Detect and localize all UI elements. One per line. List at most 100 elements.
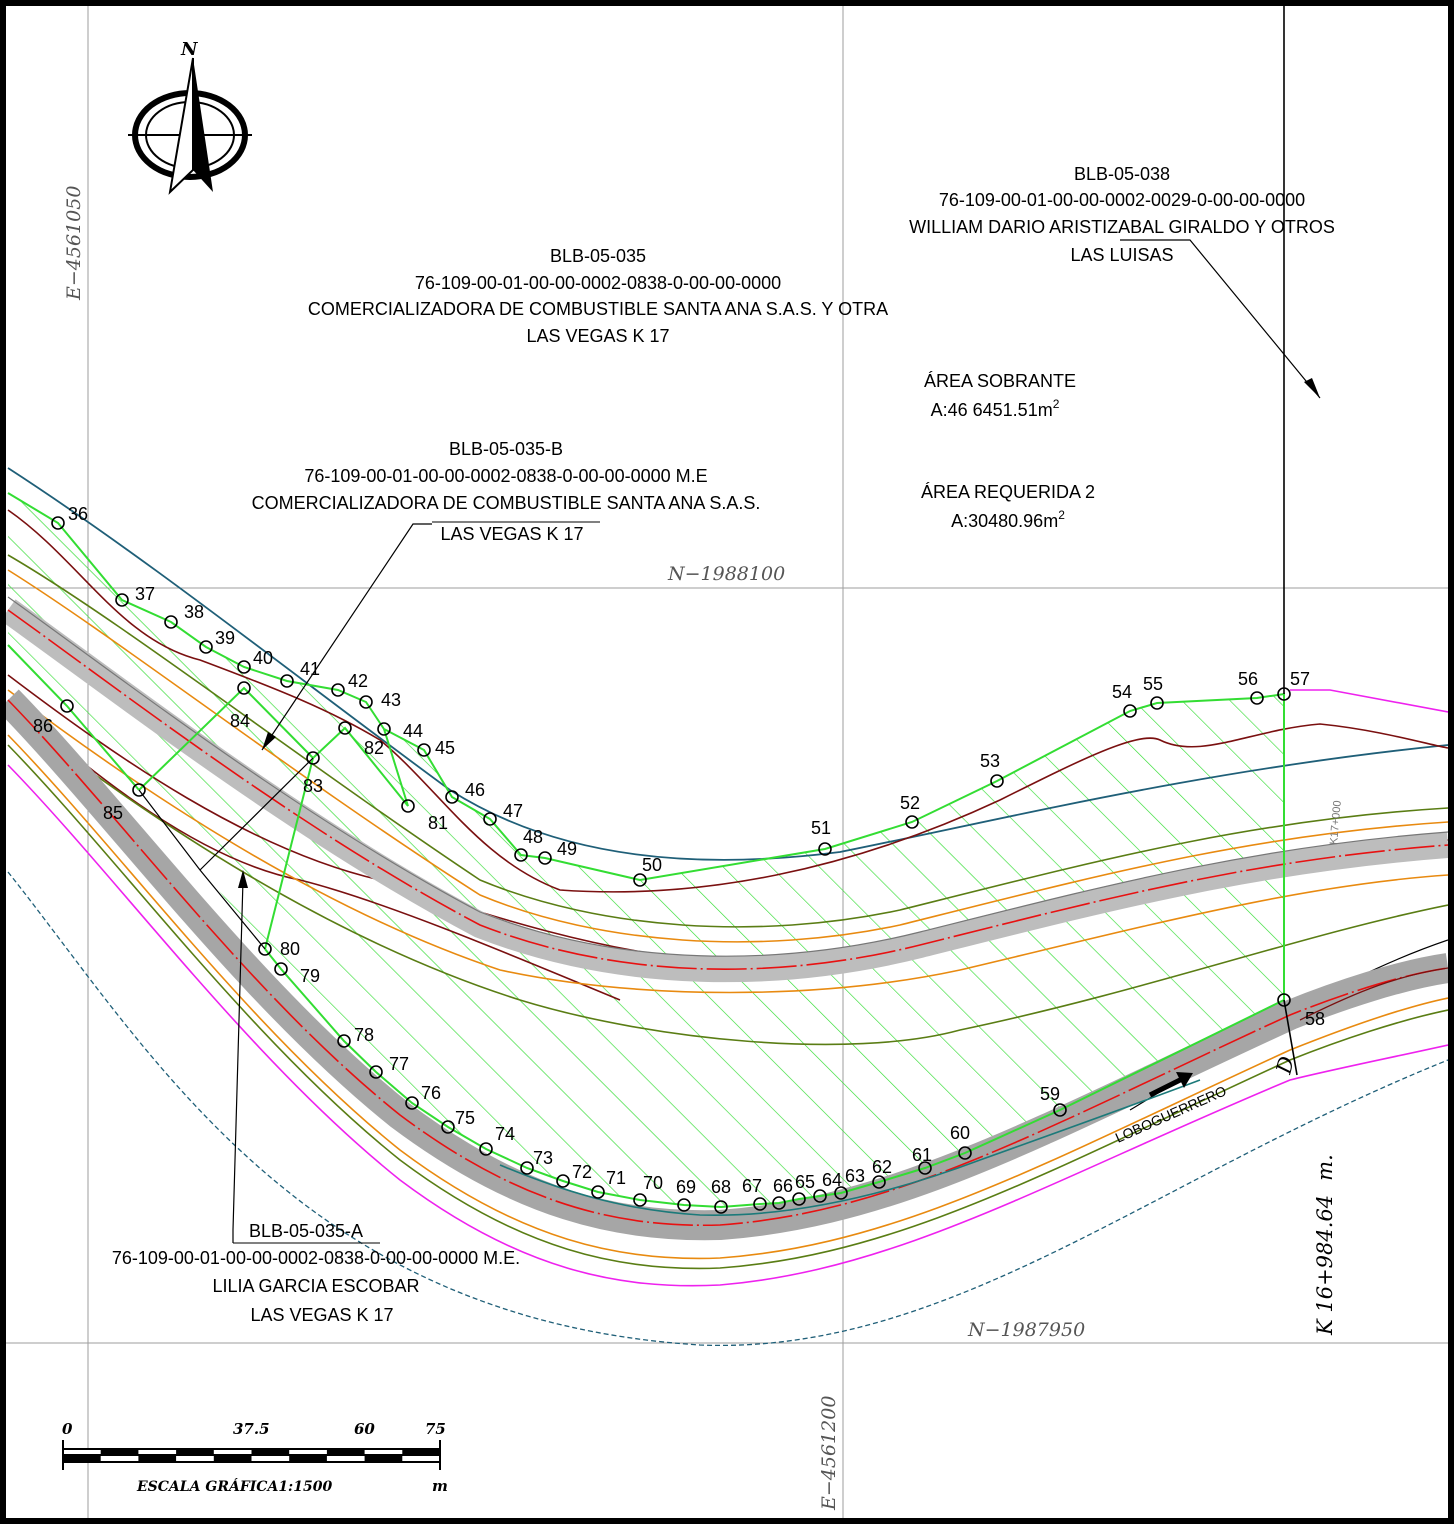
svg-text:75: 75 bbox=[425, 1420, 446, 1438]
vertex-label: 55 bbox=[1143, 674, 1163, 694]
vertex-label: 38 bbox=[184, 602, 204, 622]
vertex-label: 65 bbox=[795, 1172, 815, 1192]
vertex-circle bbox=[258, 942, 272, 956]
svg-text:BLB-05-035-A: BLB-05-035-A bbox=[249, 1221, 363, 1241]
vertex-label: 82 bbox=[364, 738, 384, 758]
vertex-label: 56 bbox=[1238, 669, 1258, 689]
vertex-label: 64 bbox=[822, 1170, 842, 1190]
vertex-circle bbox=[834, 1186, 848, 1200]
river-line bbox=[7, 467, 1448, 861]
vertex-circle bbox=[538, 851, 552, 865]
svg-text:COMERCIALIZADORA DE COMBUSTIBL: COMERCIALIZADORA DE COMBUSTIBLE SANTA AN… bbox=[252, 493, 761, 513]
grid-label-e-mid: E−4561200 bbox=[818, 1396, 840, 1511]
vertex-label: 59 bbox=[1040, 1084, 1060, 1104]
vertex-circle bbox=[331, 683, 345, 697]
vertex-circle bbox=[164, 615, 178, 629]
vertex-circle bbox=[958, 1146, 972, 1160]
vertex-circle bbox=[1250, 691, 1264, 705]
svg-text:COMERCIALIZADORA DE COMBUSTIBL: COMERCIALIZADORA DE COMBUSTIBLE SANTA AN… bbox=[308, 299, 888, 319]
vertex-label: 60 bbox=[950, 1123, 970, 1143]
vertex-circle bbox=[1053, 1103, 1067, 1117]
svg-text:BLB-05-035-B: BLB-05-035-B bbox=[449, 439, 563, 459]
svg-text:LAS VEGAS K 17: LAS VEGAS K 17 bbox=[526, 326, 669, 346]
property-boundary bbox=[7, 492, 1285, 1209]
vertex-label: 45 bbox=[435, 738, 455, 758]
vertex-circle bbox=[132, 783, 146, 797]
vertex-circle bbox=[792, 1192, 806, 1206]
svg-text:0: 0 bbox=[62, 1420, 73, 1438]
vertex-label: 53 bbox=[980, 751, 1000, 771]
contour-lower bbox=[1299, 967, 1448, 1021]
svg-text:LAS LUISAS: LAS LUISAS bbox=[1070, 245, 1173, 265]
north-arrow-icon: N bbox=[128, 39, 252, 195]
vertex-label: 39 bbox=[215, 628, 235, 648]
vertex-label: 48 bbox=[523, 827, 543, 847]
area-sobrante-label: ÁREA SOBRANTE A:46 6451.51m2 bbox=[924, 371, 1076, 420]
scale-bar: 0 37.5 60 75 ESCALA GRÁFICA1:1500 m bbox=[62, 1420, 448, 1495]
vertex-label: 66 bbox=[773, 1176, 793, 1196]
vertex-circle bbox=[591, 1185, 605, 1199]
vertex-label: 71 bbox=[606, 1168, 626, 1188]
vertex-label: 47 bbox=[503, 801, 523, 821]
vertex-circle bbox=[479, 1142, 493, 1156]
vertex-circle bbox=[377, 722, 391, 736]
leader-lines bbox=[138, 239, 1321, 1243]
vertex-label: 46 bbox=[465, 780, 485, 800]
vertex-circle bbox=[405, 1096, 419, 1110]
parcel-label-blb-05-035: BLB-05-035 76-109-00-01-00-00-0002-0838-… bbox=[308, 246, 888, 346]
vertex-label: 78 bbox=[354, 1025, 374, 1045]
svg-text:60: 60 bbox=[354, 1420, 375, 1438]
vertex-circle bbox=[51, 516, 65, 530]
vertex-circle bbox=[401, 799, 415, 813]
upper-road-edge-top bbox=[7, 596, 1448, 957]
river-dashed bbox=[7, 871, 1448, 1347]
vertex-label: 68 bbox=[711, 1177, 731, 1197]
svg-text:76-109-00-01-00-00-0002-0838-0: 76-109-00-01-00-00-0002-0838-0-00-00-000… bbox=[415, 273, 781, 293]
vertex-label: 44 bbox=[403, 721, 423, 741]
svg-text:37.5: 37.5 bbox=[233, 1420, 270, 1438]
vertex-circle bbox=[338, 721, 352, 735]
parcel-label-blb-05-038: BLB-05-038 76-109-00-01-00-00-0002-0029-… bbox=[909, 164, 1335, 265]
vertex-circle bbox=[753, 1197, 767, 1211]
vertex-circle bbox=[445, 790, 459, 804]
vertex-label: 77 bbox=[389, 1054, 409, 1074]
grid-label-n-top: N−1988100 bbox=[667, 563, 785, 585]
vertex-circle bbox=[237, 660, 251, 674]
vertex-circle bbox=[274, 962, 288, 976]
scale-segment bbox=[100, 1449, 139, 1456]
vertex-label: 84 bbox=[230, 711, 250, 731]
vertex-circle bbox=[918, 1161, 932, 1175]
svg-text:BLB-05-038: BLB-05-038 bbox=[1074, 164, 1170, 184]
vertex-label: 43 bbox=[381, 690, 401, 710]
vertex-label: 58 bbox=[1305, 1009, 1325, 1029]
vertex-label: 85 bbox=[103, 803, 123, 823]
vertex-label: 52 bbox=[900, 793, 920, 813]
vertex-markers bbox=[51, 516, 1291, 1214]
vertex-circle bbox=[1277, 993, 1291, 1007]
vertex-circle bbox=[990, 774, 1004, 788]
svg-text:ÁREA SOBRANTE: ÁREA SOBRANTE bbox=[924, 371, 1076, 391]
vertex-label: 79 bbox=[300, 966, 320, 986]
vertex-label: 63 bbox=[845, 1166, 865, 1186]
scale-segment bbox=[364, 1455, 403, 1462]
svg-text:ESCALA GRÁFICA1:1500: ESCALA GRÁFICA1:1500 bbox=[136, 1477, 332, 1495]
vertex-circle bbox=[306, 751, 320, 765]
svg-text:76-109-00-01-00-00-0002-0838-0: 76-109-00-01-00-00-0002-0838-0-00-00-000… bbox=[304, 466, 707, 486]
svg-text:BLB-05-035: BLB-05-035 bbox=[550, 246, 646, 266]
leader-arrowheads bbox=[238, 378, 1320, 888]
d-label: D bbox=[1271, 1054, 1299, 1078]
vertex-circle bbox=[337, 1034, 351, 1048]
vertex-circle bbox=[813, 1189, 827, 1203]
vertex-label: 54 bbox=[1112, 682, 1132, 702]
vertex-circle bbox=[199, 640, 213, 654]
scale-segment bbox=[402, 1449, 440, 1456]
vertex-label: 83 bbox=[303, 776, 323, 796]
vertex-circle bbox=[1150, 696, 1164, 710]
vertex-label: 81 bbox=[428, 813, 448, 833]
vertex-label: 49 bbox=[557, 839, 577, 859]
vertex-label: 86 bbox=[33, 716, 53, 736]
svg-text:A:30480.96m2: A:30480.96m2 bbox=[951, 508, 1065, 531]
road-edges bbox=[7, 554, 1448, 1046]
vertex-circle bbox=[237, 681, 251, 695]
